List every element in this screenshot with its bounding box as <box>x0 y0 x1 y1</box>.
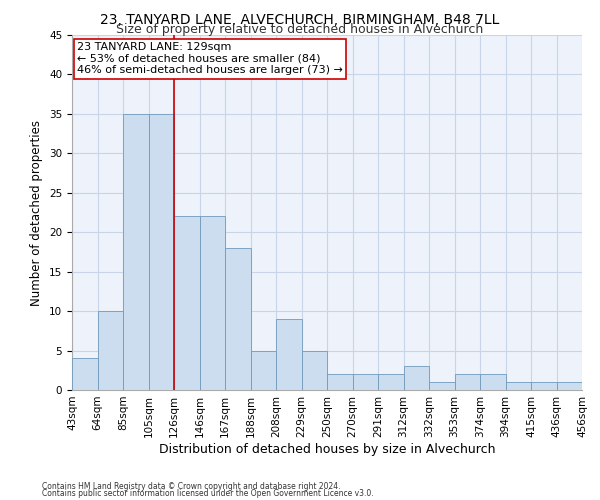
Bar <box>505 382 531 390</box>
Bar <box>302 350 327 390</box>
Y-axis label: Number of detached properties: Number of detached properties <box>31 120 43 306</box>
Bar <box>97 311 123 390</box>
X-axis label: Distribution of detached houses by size in Alvechurch: Distribution of detached houses by size … <box>159 442 495 456</box>
Text: 23 TANYARD LANE: 129sqm
← 53% of detached houses are smaller (84)
46% of semi-de: 23 TANYARD LANE: 129sqm ← 53% of detache… <box>77 42 343 76</box>
Bar <box>378 374 404 390</box>
Bar <box>404 366 429 390</box>
Bar <box>123 114 149 390</box>
Bar <box>199 216 225 390</box>
Text: Contains public sector information licensed under the Open Government Licence v3: Contains public sector information licen… <box>42 489 374 498</box>
Bar <box>225 248 251 390</box>
Text: Size of property relative to detached houses in Alvechurch: Size of property relative to detached ho… <box>116 22 484 36</box>
Bar <box>251 350 276 390</box>
Bar <box>531 382 557 390</box>
Bar <box>557 382 582 390</box>
Bar <box>72 358 97 390</box>
Bar <box>276 319 302 390</box>
Text: Contains HM Land Registry data © Crown copyright and database right 2024.: Contains HM Land Registry data © Crown c… <box>42 482 341 491</box>
Bar <box>429 382 455 390</box>
Text: 23, TANYARD LANE, ALVECHURCH, BIRMINGHAM, B48 7LL: 23, TANYARD LANE, ALVECHURCH, BIRMINGHAM… <box>100 12 500 26</box>
Bar <box>455 374 480 390</box>
Bar <box>174 216 199 390</box>
Bar <box>353 374 378 390</box>
Bar <box>327 374 353 390</box>
Bar <box>480 374 505 390</box>
Bar <box>149 114 174 390</box>
